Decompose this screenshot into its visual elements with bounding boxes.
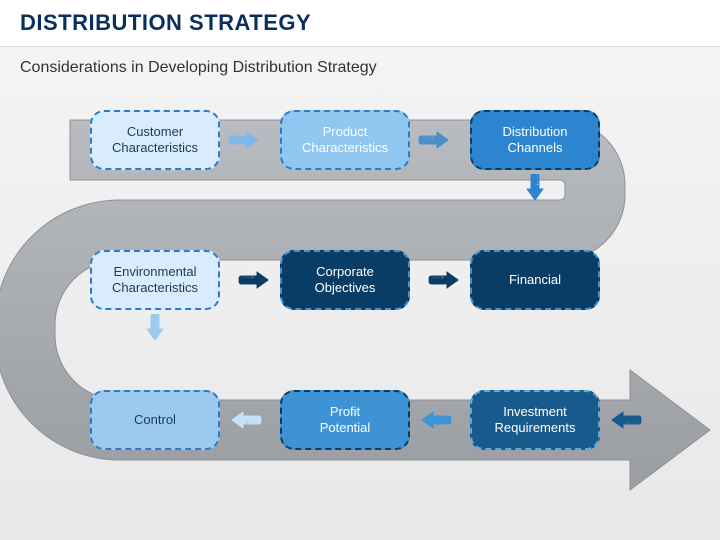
pointer-hand-icon — [418, 127, 452, 153]
node-label: Corporate Objectives — [315, 264, 376, 297]
node-distribution-channels: Distribution Channels — [470, 110, 600, 170]
pointer-hand-icon — [428, 267, 462, 293]
node-investment-requirements: Investment Requirements — [470, 390, 600, 450]
serpentine-diagram: Customer Characteristics Product Charact… — [0, 80, 720, 540]
node-label: Distribution Channels — [502, 124, 567, 157]
title-bar: DISTRIBUTION STRATEGY — [0, 0, 720, 47]
node-label: Product Characteristics — [302, 124, 388, 157]
pointer-hand-icon — [138, 314, 172, 340]
node-label: Financial — [509, 272, 561, 288]
node-label: Investment Requirements — [495, 404, 576, 437]
node-environmental-characteristics: Environmental Characteristics — [90, 250, 220, 310]
page-title: DISTRIBUTION STRATEGY — [20, 10, 700, 36]
node-label: Profit Potential — [320, 404, 371, 437]
pointer-hand-icon — [418, 407, 452, 433]
node-corporate-objectives: Corporate Objectives — [280, 250, 410, 310]
node-label: Environmental Characteristics — [112, 264, 198, 297]
node-control: Control — [90, 390, 220, 450]
node-customer-characteristics: Customer Characteristics — [90, 110, 220, 170]
pointer-hand-icon — [608, 407, 642, 433]
pointer-hand-icon — [228, 127, 262, 153]
node-financial: Financial — [470, 250, 600, 310]
pointer-hand-icon — [228, 407, 262, 433]
node-profit-potential: Profit Potential — [280, 390, 410, 450]
pointer-hand-icon — [518, 174, 552, 200]
pointer-hand-icon — [238, 267, 272, 293]
page-subtitle: Considerations in Developing Distributio… — [0, 47, 720, 77]
node-product-characteristics: Product Characteristics — [280, 110, 410, 170]
node-label: Customer Characteristics — [112, 124, 198, 157]
node-label: Control — [134, 412, 176, 428]
